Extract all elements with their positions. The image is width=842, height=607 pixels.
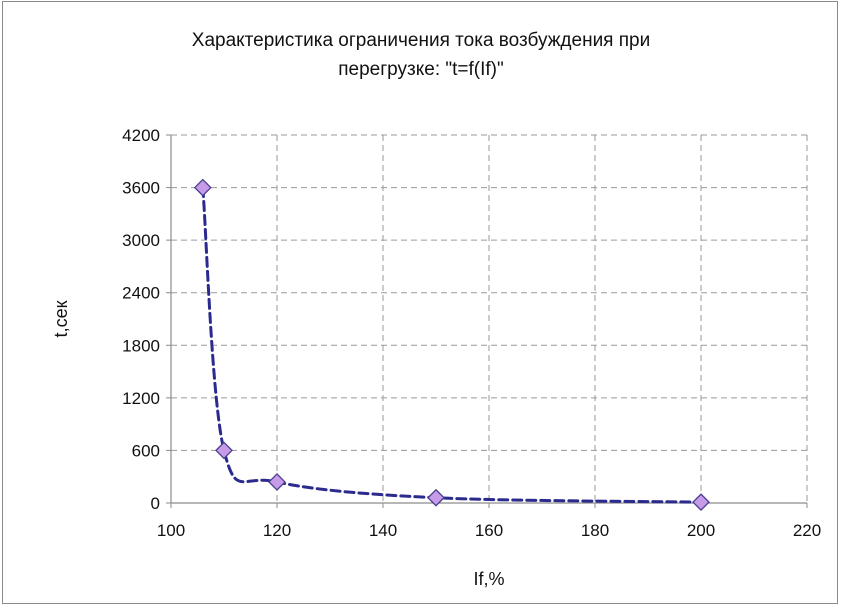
x-tick-label: 120 [263,521,291,540]
data-point-marker [427,488,445,507]
y-tick-label: 3600 [122,179,160,198]
x-tick-label: 180 [581,521,609,540]
y-tick-label: 4200 [122,126,160,145]
chart-title-line-2: перегрузке: "t=f(If)" [338,59,504,80]
chart-title-line-1: Характеристика ограничения тока возбужде… [191,30,651,51]
x-tick-label: 220 [793,521,821,540]
x-axis-label: If,% [473,569,504,589]
data-point-marker [193,178,212,197]
y-tick-label: 2400 [122,284,160,303]
y-tick-label: 3000 [122,231,160,250]
y-tick-label: 600 [132,441,160,460]
x-tick-label: 160 [475,521,503,540]
data-point-marker [692,493,710,512]
chart-plot: 0 600 1200 1800 2400 3000 3600 4200 100 120 140 160… [51,126,821,589]
chart-title: Характеристика ограничения тока возбужде… [3,26,839,84]
x-tick-label: 200 [687,521,715,540]
data-point-marker [215,441,233,460]
tick-label-layer: 0 600 1200 1800 2400 3000 3600 4200 100 120 140 160… [122,126,821,540]
y-tick-label: 0 [151,494,160,513]
y-axis-label: t,сек [51,300,71,337]
x-tick-label: 140 [369,521,397,540]
axis-layer [166,134,808,508]
data-point-marker [268,473,286,491]
grid-layer [171,134,808,503]
series-layer [193,178,710,512]
y-tick-label: 1800 [122,336,160,355]
x-tick-label: 100 [157,521,185,540]
y-tick-label: 1200 [122,389,160,408]
